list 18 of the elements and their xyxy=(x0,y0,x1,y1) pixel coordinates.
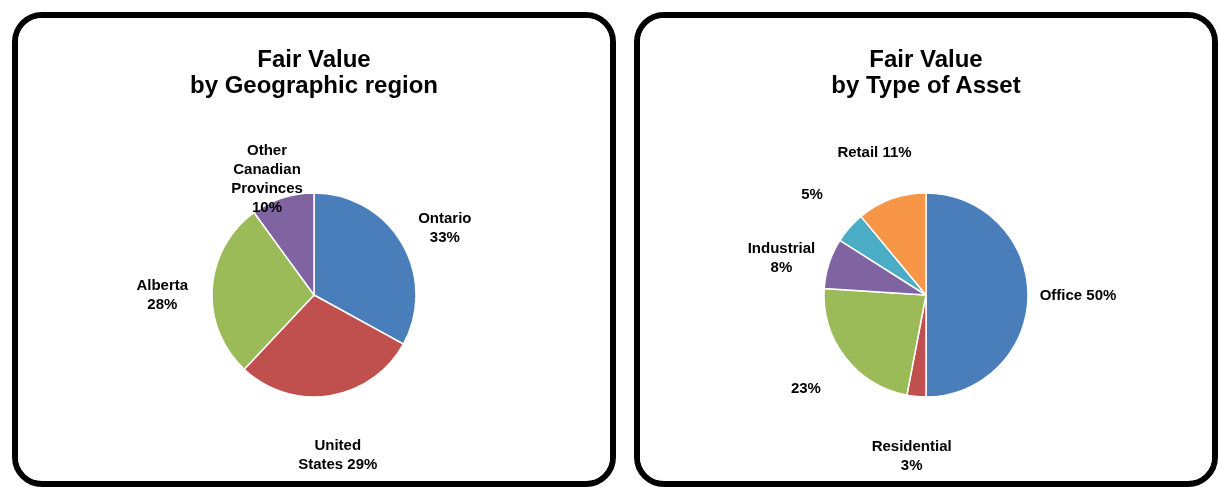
data-label: 33% xyxy=(429,227,460,245)
data-label: 8% xyxy=(770,258,793,276)
text: Fair Value xyxy=(869,45,983,72)
slice-label: Other Canadian Provinces xyxy=(231,141,303,197)
text: by Type of Asset xyxy=(831,71,1021,98)
text: by Geographic region xyxy=(189,71,439,98)
slice-label: Industrial xyxy=(747,239,816,257)
slice-label: Alberta xyxy=(136,276,189,294)
text: Fair Value xyxy=(257,45,371,72)
data-label: 5% xyxy=(801,185,823,203)
data-label: 3% xyxy=(900,456,923,474)
slice-label: Residential xyxy=(871,437,952,455)
slice-label: United States 29% xyxy=(298,436,378,473)
slice-label: Ontario xyxy=(418,208,472,226)
slice-label: Office 50% xyxy=(1039,286,1117,303)
data-label: 23% xyxy=(790,379,821,397)
data-label: 28% xyxy=(147,295,178,313)
slice-label: Retail 11% xyxy=(837,142,912,160)
